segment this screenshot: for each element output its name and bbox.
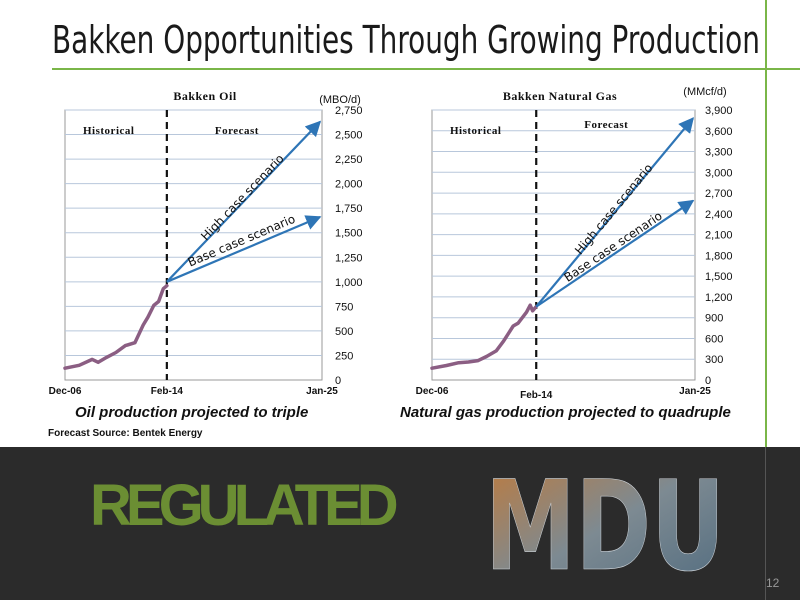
gas-y-tick-label: 1,800 bbox=[705, 250, 733, 262]
accent-rule-horizontal bbox=[52, 68, 800, 70]
oil-y-tick-label: 0 bbox=[335, 375, 341, 387]
oil-plot-area bbox=[64, 109, 323, 381]
oil-y-tick-label: 500 bbox=[335, 326, 353, 338]
gas-x-tick-label: Dec-06 bbox=[416, 386, 449, 397]
gas-chart-caption: Natural gas production projected to quad… bbox=[400, 404, 731, 421]
gas-unit-label: (MMcf/d) bbox=[683, 86, 726, 98]
gas-historical-label: Historical bbox=[450, 125, 501, 137]
gas-base-case-arrow bbox=[535, 199, 695, 308]
accent-rule-vertical bbox=[765, 0, 767, 447]
oil-y-tick-label: 1,250 bbox=[335, 252, 363, 264]
charts-canvas: 0 250 500 750 1,000 1,250 1,500 1,750 2,000 2,250… bbox=[49, 86, 733, 401]
oil-y-tick-label: 2,750 bbox=[335, 105, 363, 117]
oil-base-case-arrow bbox=[166, 215, 322, 283]
oil-forecast-label: Forecast bbox=[215, 125, 259, 137]
gas-x-tick-label: Jan-25 bbox=[679, 386, 711, 397]
oil-y-tick-label: 2,000 bbox=[335, 179, 363, 191]
gas-y-tick-label: 3,000 bbox=[705, 167, 733, 179]
oil-historical-label: Historical bbox=[83, 125, 134, 137]
gas-y-tick-label: 0 bbox=[705, 375, 711, 387]
gas-y-tick-label: 600 bbox=[705, 333, 723, 345]
oil-high-case-arrow bbox=[166, 120, 322, 283]
oil-y-tick-label: 250 bbox=[335, 350, 353, 362]
gas-y-tick-label: 2,400 bbox=[705, 209, 733, 221]
gas-high-case-arrow bbox=[535, 117, 694, 308]
gas-chart-title: Bakken Natural Gas bbox=[503, 89, 617, 103]
gas-plot-area bbox=[431, 109, 696, 381]
oil-production-line bbox=[63, 283, 169, 370]
oil-x-tick-label: Dec-06 bbox=[49, 386, 82, 397]
mdu-logo-text: MDU bbox=[485, 465, 725, 580]
gas-production-line bbox=[430, 303, 538, 370]
gas-y-tick-label: 2,700 bbox=[705, 188, 733, 200]
gas-forecast-label: Forecast bbox=[584, 119, 628, 131]
page-number: 12 bbox=[766, 576, 780, 590]
gas-y-tick-label: 3,600 bbox=[705, 126, 733, 138]
oil-x-tick-label: Feb-14 bbox=[151, 386, 184, 397]
gas-y-tick-label: 300 bbox=[705, 354, 723, 366]
gas-y-tick-label: 3,900 bbox=[705, 105, 733, 117]
gas-y-tick-label: 3,300 bbox=[705, 147, 733, 159]
oil-base-case-label: Base case scenario bbox=[186, 212, 298, 270]
oil-x-tick-label: Jan-25 bbox=[306, 386, 338, 397]
oil-y-tick-label: 1,750 bbox=[335, 203, 363, 215]
footer-band bbox=[0, 447, 800, 600]
gas-y-tick-label: 1,500 bbox=[705, 271, 733, 283]
oil-y-tick-label: 1,000 bbox=[335, 277, 363, 289]
gas-y-tick-label: 2,100 bbox=[705, 230, 733, 242]
gas-y-tick-label: 900 bbox=[705, 313, 723, 325]
gas-y-tick-label: 1,200 bbox=[705, 292, 733, 304]
forecast-source: Forecast Source: Bentek Energy bbox=[48, 428, 203, 439]
oil-chart-caption: Oil production projected to triple bbox=[75, 404, 309, 421]
gas-x-tick-label: Feb-14 bbox=[520, 390, 553, 401]
oil-y-tick-label: 1,500 bbox=[335, 228, 363, 240]
oil-y-tick-label: 2,500 bbox=[335, 130, 363, 142]
oil-y-tick-label: 750 bbox=[335, 301, 353, 313]
footer-divider bbox=[765, 447, 766, 600]
oil-unit-label: (MBO/d) bbox=[319, 94, 361, 106]
oil-y-tick-label: 2,250 bbox=[335, 154, 363, 166]
mdu-logo: MDU bbox=[485, 465, 726, 580]
oil-chart-title: Bakken Oil bbox=[173, 89, 237, 103]
regulated-label: REGULATED bbox=[90, 473, 399, 538]
